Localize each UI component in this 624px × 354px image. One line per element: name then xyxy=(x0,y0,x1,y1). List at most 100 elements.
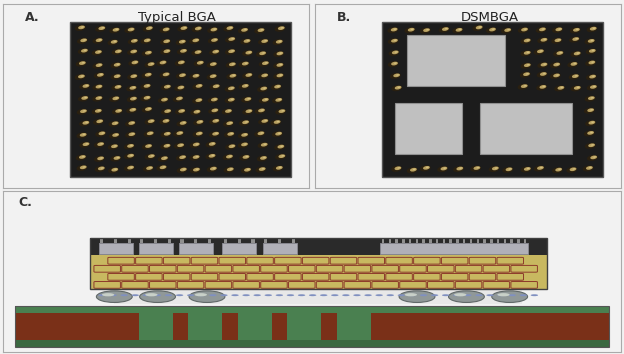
Ellipse shape xyxy=(544,39,546,40)
Ellipse shape xyxy=(590,132,593,133)
Ellipse shape xyxy=(542,86,545,87)
Ellipse shape xyxy=(212,50,219,53)
Circle shape xyxy=(209,294,217,296)
Bar xyxy=(139,243,173,254)
Ellipse shape xyxy=(214,39,217,40)
Ellipse shape xyxy=(92,50,102,56)
Ellipse shape xyxy=(262,98,269,102)
Ellipse shape xyxy=(420,165,431,171)
Ellipse shape xyxy=(590,109,593,110)
Ellipse shape xyxy=(586,74,597,80)
Ellipse shape xyxy=(78,48,89,54)
Bar xyxy=(480,103,572,154)
Ellipse shape xyxy=(162,61,165,63)
Ellipse shape xyxy=(281,110,284,112)
Ellipse shape xyxy=(209,49,220,55)
Circle shape xyxy=(486,294,494,296)
Ellipse shape xyxy=(189,38,200,44)
Ellipse shape xyxy=(160,72,170,78)
Ellipse shape xyxy=(99,85,101,87)
Ellipse shape xyxy=(228,86,235,90)
Ellipse shape xyxy=(81,96,88,100)
Bar xyxy=(510,239,513,243)
Ellipse shape xyxy=(144,39,150,42)
Ellipse shape xyxy=(583,165,593,171)
Ellipse shape xyxy=(163,166,165,168)
Ellipse shape xyxy=(215,120,218,121)
Ellipse shape xyxy=(114,156,120,160)
Ellipse shape xyxy=(85,85,88,86)
Bar xyxy=(517,239,520,243)
Ellipse shape xyxy=(173,131,184,137)
Circle shape xyxy=(276,294,283,296)
Ellipse shape xyxy=(134,40,137,41)
Bar xyxy=(99,243,133,254)
Ellipse shape xyxy=(273,51,284,57)
Circle shape xyxy=(232,294,239,296)
Ellipse shape xyxy=(228,144,235,148)
Ellipse shape xyxy=(590,85,597,89)
Ellipse shape xyxy=(281,155,284,156)
Ellipse shape xyxy=(258,109,265,112)
Ellipse shape xyxy=(193,110,200,114)
Ellipse shape xyxy=(552,167,563,173)
Ellipse shape xyxy=(587,26,597,32)
Circle shape xyxy=(530,294,538,296)
Ellipse shape xyxy=(248,110,251,112)
Ellipse shape xyxy=(193,131,203,137)
Ellipse shape xyxy=(520,38,532,44)
Ellipse shape xyxy=(147,97,149,98)
Ellipse shape xyxy=(129,121,135,125)
Ellipse shape xyxy=(231,98,233,100)
Ellipse shape xyxy=(193,155,200,159)
Ellipse shape xyxy=(505,167,512,171)
Ellipse shape xyxy=(523,72,530,76)
Ellipse shape xyxy=(573,28,580,32)
Ellipse shape xyxy=(223,121,234,127)
Ellipse shape xyxy=(212,109,218,112)
Ellipse shape xyxy=(112,28,119,32)
Ellipse shape xyxy=(255,28,265,34)
Ellipse shape xyxy=(85,143,89,144)
Ellipse shape xyxy=(261,74,268,77)
Ellipse shape xyxy=(181,110,184,111)
Bar xyxy=(402,239,404,243)
Ellipse shape xyxy=(558,169,561,170)
Ellipse shape xyxy=(148,62,155,66)
Ellipse shape xyxy=(108,144,119,150)
Ellipse shape xyxy=(391,39,398,42)
Ellipse shape xyxy=(570,51,582,57)
Ellipse shape xyxy=(92,96,103,102)
Ellipse shape xyxy=(593,86,596,87)
Ellipse shape xyxy=(245,121,248,122)
Ellipse shape xyxy=(167,110,170,112)
Ellipse shape xyxy=(504,28,511,32)
Ellipse shape xyxy=(92,108,102,114)
Ellipse shape xyxy=(205,142,217,148)
Ellipse shape xyxy=(551,38,562,44)
Ellipse shape xyxy=(276,63,283,67)
Ellipse shape xyxy=(129,132,135,136)
Ellipse shape xyxy=(227,26,233,30)
Ellipse shape xyxy=(524,51,530,55)
Ellipse shape xyxy=(227,132,234,136)
Ellipse shape xyxy=(278,99,281,100)
Ellipse shape xyxy=(587,85,598,91)
Ellipse shape xyxy=(166,40,169,42)
Ellipse shape xyxy=(175,60,185,66)
Ellipse shape xyxy=(213,167,216,169)
Ellipse shape xyxy=(238,84,250,90)
Ellipse shape xyxy=(592,75,595,77)
Ellipse shape xyxy=(242,62,249,65)
Ellipse shape xyxy=(147,85,149,86)
Ellipse shape xyxy=(163,49,170,53)
Ellipse shape xyxy=(258,39,269,45)
Ellipse shape xyxy=(196,169,199,170)
Ellipse shape xyxy=(585,120,596,126)
Ellipse shape xyxy=(180,168,187,171)
Ellipse shape xyxy=(196,156,198,158)
Ellipse shape xyxy=(195,50,202,54)
Ellipse shape xyxy=(163,28,170,31)
Ellipse shape xyxy=(174,143,185,149)
Ellipse shape xyxy=(175,108,186,115)
